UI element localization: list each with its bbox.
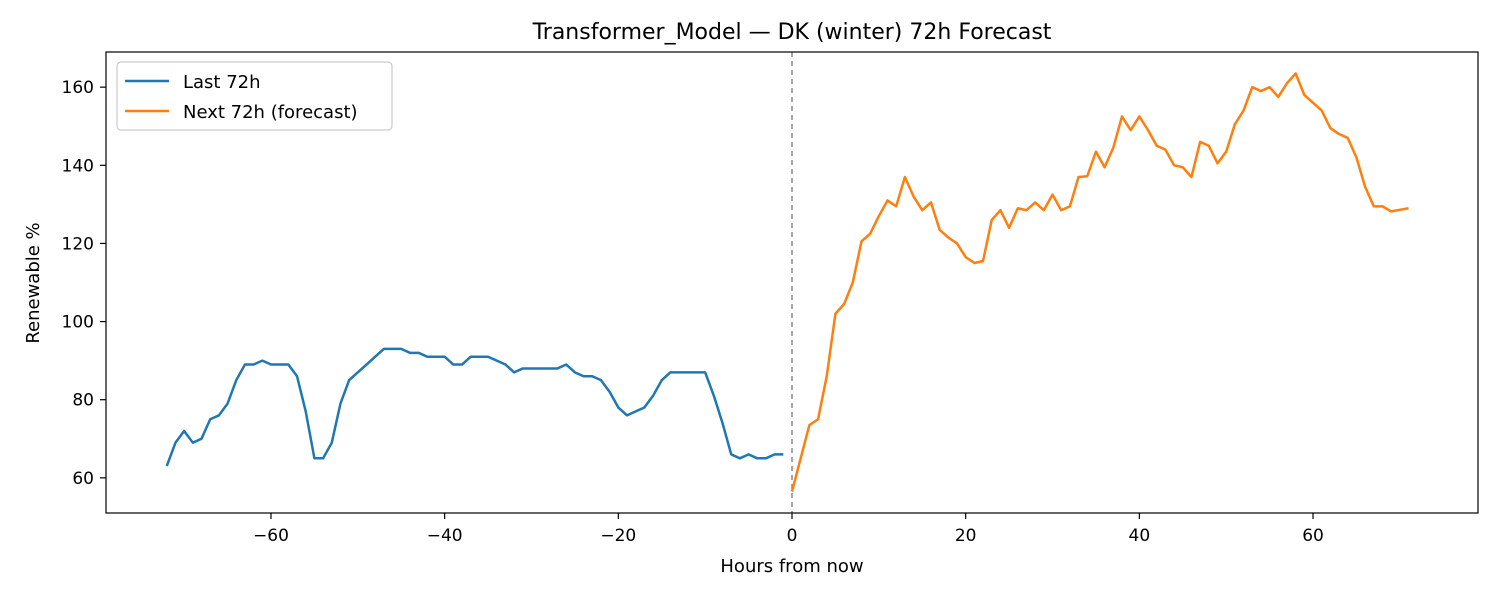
x-tick-label: −40 xyxy=(427,526,463,546)
series-line-last-72h xyxy=(165,347,784,467)
legend-label-last-72h: Last 72h xyxy=(183,72,261,93)
x-tick-label: 60 xyxy=(1302,526,1324,546)
y-tick-label: 60 xyxy=(72,469,94,489)
x-tick-label: 40 xyxy=(1129,526,1151,546)
series-line-next-72h-forecast xyxy=(790,72,1409,492)
chart-title: Transformer_Model — DK (winter) 72h Fore… xyxy=(532,20,1052,45)
x-tick-label: 20 xyxy=(955,526,977,546)
y-tick-label: 80 xyxy=(72,391,94,411)
x-tick-label: 0 xyxy=(787,526,798,546)
y-tick-label: 120 xyxy=(62,234,94,254)
y-axis-title: Renewable % xyxy=(23,222,44,343)
x-axis-title: Hours from now xyxy=(720,556,863,577)
y-tick-label: 100 xyxy=(62,313,94,333)
plot-area: −60 −40 −20 0 20 40 60 60 80 100 120 140 160 xyxy=(62,51,1479,546)
x-tick-label: −20 xyxy=(600,526,636,546)
legend-label-next-72h-forecast: Next 72h (forecast) xyxy=(183,102,358,123)
y-tick-label: 140 xyxy=(62,156,94,176)
legend-box xyxy=(116,61,393,131)
x-tick-label: −60 xyxy=(253,526,289,546)
y-tick-label: 160 xyxy=(62,78,94,98)
legend: Last 72h Next 72h (forecast) xyxy=(116,61,393,131)
